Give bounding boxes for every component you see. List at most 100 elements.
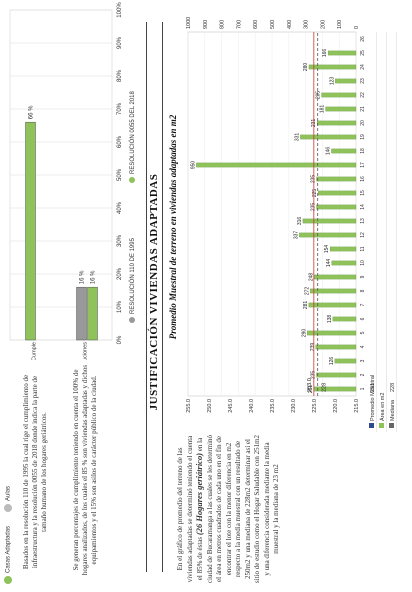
- bar: [302, 218, 357, 224]
- bar: [331, 260, 357, 266]
- bar: [25, 121, 36, 341]
- divider: [146, 22, 147, 572]
- x-tick-label: 30%: [117, 234, 123, 247]
- bar: [196, 162, 357, 168]
- x-tick-label: 20%: [117, 267, 123, 280]
- data-label: 166: [322, 49, 328, 58]
- data-label: 66 %: [29, 105, 35, 119]
- chart-title: Promedio Muestral de terreno en vivienda…: [168, 114, 178, 340]
- left-tick-label: 225.0: [312, 399, 318, 413]
- category-label: 19: [360, 134, 366, 140]
- right-tick-label: 400: [287, 20, 293, 29]
- x-tick-label: 50%: [117, 168, 123, 181]
- data-label: 248: [308, 273, 314, 282]
- x-tick-label: 80%: [117, 69, 123, 82]
- compliance-chart: 0% 10% 20% 30% 40% 50% 60% 70% 80% 90% 100% No Cump…: [9, 2, 136, 360]
- data-label: 138: [327, 315, 333, 324]
- x-tick-label: 40%: [117, 201, 123, 214]
- x-tick-label: 100%: [117, 2, 123, 18]
- bar: [332, 316, 357, 322]
- gray-dot-icon: [4, 503, 12, 512]
- x-tick-label: 90%: [117, 36, 123, 49]
- category-label: Cumplen con las 2 resoluciones: [83, 342, 89, 360]
- bar: [316, 204, 357, 210]
- bar: [300, 134, 357, 140]
- bar: [334, 358, 357, 364]
- category-label: 9: [360, 275, 366, 278]
- divider: [162, 22, 163, 572]
- bar: [316, 176, 357, 182]
- bar: [299, 232, 357, 238]
- category-label: 2: [360, 373, 366, 376]
- bar: [308, 64, 357, 70]
- legend-aulas: Aulas: [4, 486, 12, 512]
- bar: [335, 78, 357, 84]
- data-label: 280: [303, 63, 309, 72]
- line-label: 253.0: [307, 378, 313, 392]
- category-label: 11: [360, 246, 366, 251]
- left-tick-label: 235.0: [270, 399, 276, 413]
- data-label: 290: [301, 329, 307, 338]
- area-chart: 01002003004005006007008009001000215.0220…: [186, 17, 397, 432]
- legend-marker: [129, 177, 135, 183]
- right-tick-label: 300: [304, 20, 310, 29]
- bar: [318, 190, 357, 196]
- category-label: 17: [360, 162, 366, 168]
- bar: [307, 330, 357, 336]
- x-tick-label: 60%: [117, 135, 123, 148]
- legend-casas: Casas Adaptadas: [4, 526, 12, 584]
- data-label: 146: [325, 147, 331, 156]
- data-label: 272: [304, 287, 310, 296]
- x-tick-label: 0%: [117, 335, 123, 344]
- data-label: 316: [297, 217, 303, 226]
- category-label: 13: [360, 218, 366, 224]
- x-tick-label: 10%: [117, 300, 123, 313]
- data-label: 126: [329, 357, 335, 366]
- data-label: 950: [190, 161, 196, 170]
- bar: [314, 274, 357, 280]
- green-dot-icon: [4, 576, 12, 584]
- left-text-p2: en la ciudad de Bucaramanga a las cuales…: [196, 434, 280, 584]
- category-label: 4: [360, 345, 366, 348]
- left-tick-label: 215.0: [354, 399, 360, 413]
- bar: [87, 286, 98, 341]
- category-label: 12: [360, 232, 366, 238]
- left-text: En el gráfico de promedio del terreno de…: [176, 434, 282, 584]
- category-label: 22: [360, 92, 366, 98]
- data-label: 331: [294, 133, 300, 142]
- data-label: 251: [308, 385, 314, 394]
- category-label: 21: [360, 106, 366, 112]
- legend-label: RESOLUCIÓN 0055 DEL 2018: [129, 91, 136, 174]
- right-tick-label: 100: [337, 20, 343, 29]
- bar: [308, 302, 357, 308]
- category-label: 24: [360, 64, 366, 70]
- category-label: 10: [360, 260, 366, 266]
- table-row-label: Promedio Muestral: [370, 375, 376, 421]
- right-tick-label: 0: [354, 26, 360, 29]
- left-text-em: (26 Hogares geriátrico): [194, 452, 204, 536]
- right-tick-label: 500: [270, 20, 276, 29]
- table-legend-swatch: [379, 423, 384, 428]
- data-label: 239: [310, 343, 316, 352]
- table-row-label: Mediana: [390, 399, 396, 421]
- category-label: 14: [360, 204, 366, 210]
- data-label: 144: [326, 259, 332, 268]
- category-label: 3: [360, 359, 366, 362]
- bar: [325, 106, 357, 112]
- category-label: 6: [360, 317, 366, 320]
- category-label: 23: [360, 78, 366, 84]
- table-legend-swatch: [389, 423, 394, 428]
- category-label: 25: [360, 50, 366, 56]
- bar: [315, 344, 357, 350]
- category-label: 15: [360, 190, 366, 196]
- data-label: 205: [316, 91, 322, 100]
- bar: [327, 50, 357, 56]
- data-label: 181: [320, 105, 326, 114]
- left-tick-label: 255.0: [186, 399, 192, 413]
- bar: [317, 120, 357, 126]
- summary-text: Se generan porcentajes de cumplimiento t…: [72, 364, 98, 576]
- category-label: 26: [360, 36, 366, 42]
- bar: [321, 92, 357, 98]
- category-label: 16: [360, 176, 366, 182]
